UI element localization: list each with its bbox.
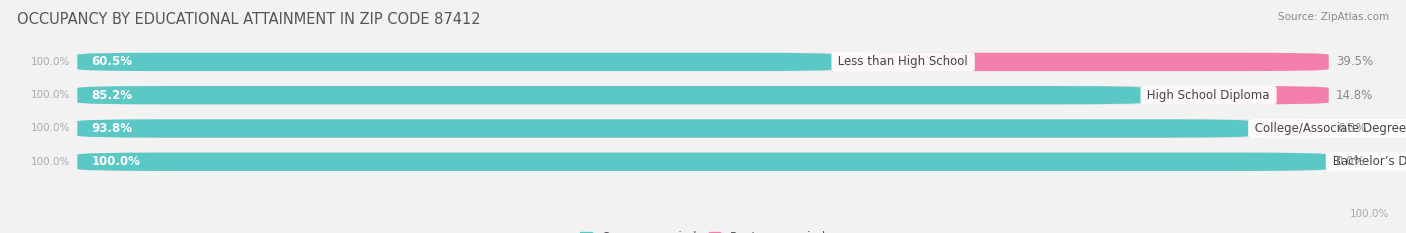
Text: College/Associate Degree: College/Associate Degree [1251, 122, 1406, 135]
Text: Source: ZipAtlas.com: Source: ZipAtlas.com [1278, 12, 1389, 22]
Text: 100.0%: 100.0% [31, 57, 70, 67]
Text: Less than High School: Less than High School [834, 55, 972, 69]
Text: 100.0%: 100.0% [91, 155, 141, 168]
Text: 93.8%: 93.8% [91, 122, 132, 135]
Text: 100.0%: 100.0% [31, 123, 70, 134]
FancyBboxPatch shape [77, 153, 1329, 171]
FancyBboxPatch shape [77, 86, 1329, 104]
FancyBboxPatch shape [77, 53, 834, 71]
Text: 100.0%: 100.0% [31, 157, 70, 167]
Text: OCCUPANCY BY EDUCATIONAL ATTAINMENT IN ZIP CODE 87412: OCCUPANCY BY EDUCATIONAL ATTAINMENT IN Z… [17, 12, 481, 27]
Text: 14.8%: 14.8% [1336, 89, 1372, 102]
Text: 100.0%: 100.0% [1350, 209, 1389, 219]
FancyBboxPatch shape [77, 153, 1329, 171]
Text: High School Diploma: High School Diploma [1143, 89, 1274, 102]
FancyBboxPatch shape [1143, 86, 1329, 104]
FancyBboxPatch shape [834, 53, 1329, 71]
FancyBboxPatch shape [77, 119, 1251, 138]
Text: 6.3%: 6.3% [1337, 122, 1367, 135]
Text: 100.0%: 100.0% [31, 90, 70, 100]
FancyBboxPatch shape [1246, 119, 1336, 138]
Text: Bachelor’s Degree or higher: Bachelor’s Degree or higher [1329, 155, 1406, 168]
Text: 0.0%: 0.0% [1336, 155, 1365, 168]
FancyBboxPatch shape [77, 53, 1329, 71]
Text: 85.2%: 85.2% [91, 89, 132, 102]
Text: 39.5%: 39.5% [1336, 55, 1372, 69]
FancyBboxPatch shape [77, 119, 1329, 138]
Legend: Owner-occupied, Renter-occupied: Owner-occupied, Renter-occupied [575, 226, 831, 233]
FancyBboxPatch shape [77, 86, 1143, 104]
Text: 60.5%: 60.5% [91, 55, 132, 69]
